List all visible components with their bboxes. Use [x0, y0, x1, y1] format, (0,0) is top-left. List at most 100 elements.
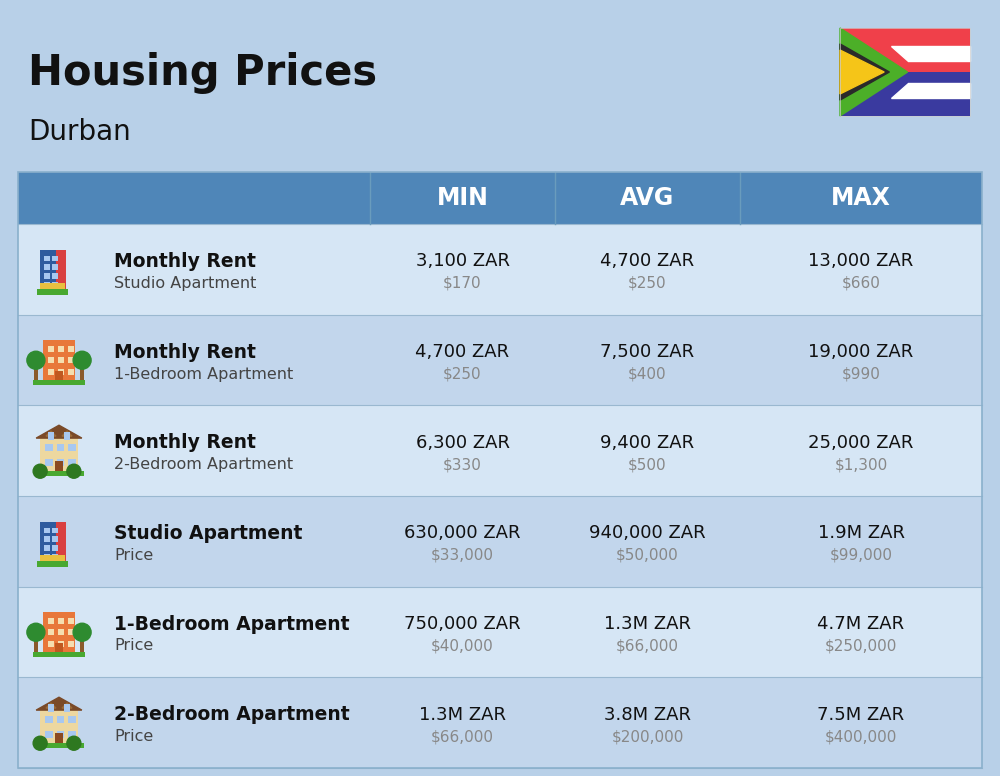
Bar: [48, 641, 54, 647]
Bar: [740, 405, 982, 496]
Text: $500: $500: [628, 457, 667, 472]
Text: $330: $330: [443, 457, 482, 472]
Text: $990: $990: [842, 366, 880, 382]
Bar: [34, 743, 84, 748]
Bar: [56, 250, 66, 289]
Text: $66,000: $66,000: [616, 639, 679, 653]
Bar: [740, 677, 982, 768]
Bar: [68, 459, 76, 466]
Bar: [55, 461, 63, 471]
Bar: [40, 710, 78, 743]
Bar: [52, 282, 58, 287]
Bar: [840, 28, 970, 116]
Text: 6,300 ZAR: 6,300 ZAR: [416, 434, 510, 452]
Bar: [55, 372, 63, 380]
Text: 4,700 ZAR: 4,700 ZAR: [415, 343, 510, 361]
Bar: [555, 677, 740, 768]
Text: 3.8M ZAR: 3.8M ZAR: [604, 705, 691, 724]
Text: 25,000 ZAR: 25,000 ZAR: [808, 434, 914, 452]
Text: 2-Bedroom Apartment: 2-Bedroom Apartment: [114, 705, 350, 724]
Bar: [58, 641, 64, 647]
Bar: [370, 677, 555, 768]
Circle shape: [67, 464, 81, 478]
Bar: [45, 716, 53, 723]
Bar: [740, 496, 982, 587]
Bar: [57, 444, 64, 452]
Bar: [44, 536, 50, 542]
Bar: [44, 546, 50, 551]
Bar: [55, 643, 63, 653]
Bar: [68, 730, 76, 738]
Bar: [370, 496, 555, 587]
Polygon shape: [840, 28, 908, 116]
Text: MAX: MAX: [831, 186, 891, 210]
Bar: [48, 357, 54, 363]
Bar: [34, 638, 38, 653]
Bar: [100, 224, 370, 314]
Bar: [45, 459, 53, 466]
Bar: [45, 730, 53, 738]
Bar: [44, 554, 50, 559]
Bar: [43, 340, 75, 380]
Bar: [68, 357, 74, 363]
Bar: [34, 471, 84, 476]
Bar: [45, 444, 53, 452]
Text: Housing Prices: Housing Prices: [28, 52, 377, 94]
Bar: [18, 496, 100, 587]
Text: $250: $250: [628, 275, 667, 291]
Bar: [57, 730, 64, 738]
Bar: [740, 314, 982, 405]
Text: 4,700 ZAR: 4,700 ZAR: [600, 252, 695, 270]
Bar: [18, 172, 100, 224]
Bar: [68, 716, 76, 723]
Text: 19,000 ZAR: 19,000 ZAR: [808, 343, 914, 361]
Bar: [40, 438, 78, 471]
Text: AVG: AVG: [620, 186, 675, 210]
Bar: [44, 273, 50, 279]
Bar: [18, 224, 100, 314]
Bar: [18, 677, 100, 768]
Bar: [64, 432, 70, 440]
Bar: [80, 638, 84, 653]
Bar: [48, 432, 54, 440]
Bar: [40, 250, 56, 289]
Text: Studio Apartment: Studio Apartment: [114, 275, 256, 291]
Polygon shape: [46, 703, 56, 708]
Bar: [555, 496, 740, 587]
Bar: [370, 405, 555, 496]
Bar: [33, 653, 85, 657]
Circle shape: [27, 352, 45, 369]
Bar: [555, 587, 740, 677]
Text: $66,000: $66,000: [431, 729, 494, 744]
Bar: [52, 265, 58, 270]
Text: Studio Apartment: Studio Apartment: [114, 524, 302, 543]
Bar: [57, 459, 64, 466]
Text: 1.3M ZAR: 1.3M ZAR: [419, 705, 506, 724]
Polygon shape: [36, 697, 82, 710]
Bar: [740, 224, 982, 314]
Bar: [48, 369, 54, 375]
Bar: [18, 314, 100, 405]
Bar: [18, 587, 100, 677]
Bar: [68, 369, 74, 375]
Bar: [52, 256, 58, 262]
Text: $400,000: $400,000: [825, 729, 897, 744]
Bar: [18, 405, 100, 496]
Text: 3,100 ZAR: 3,100 ZAR: [416, 252, 510, 270]
Circle shape: [33, 736, 47, 750]
Polygon shape: [840, 50, 884, 94]
Polygon shape: [62, 431, 72, 436]
Text: 940,000 ZAR: 940,000 ZAR: [589, 525, 706, 542]
Bar: [740, 587, 982, 677]
Bar: [370, 587, 555, 677]
Bar: [68, 346, 74, 352]
Text: Monthly Rent: Monthly Rent: [114, 342, 256, 362]
Bar: [555, 224, 740, 314]
Text: $250,000: $250,000: [825, 639, 897, 653]
Bar: [48, 618, 54, 624]
Circle shape: [27, 623, 45, 641]
Text: $250: $250: [443, 366, 482, 382]
Bar: [68, 444, 76, 452]
Bar: [56, 521, 66, 561]
Text: $40,000: $40,000: [431, 639, 494, 653]
